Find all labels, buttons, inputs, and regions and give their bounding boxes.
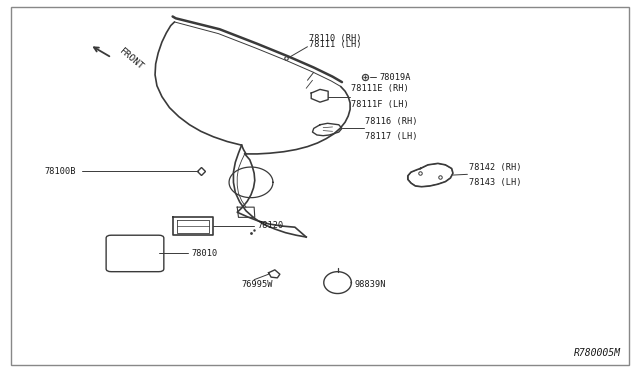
Text: 78143 (LH): 78143 (LH)	[469, 178, 522, 187]
Text: 78111 (LH): 78111 (LH)	[309, 40, 362, 49]
Text: 78111F (LH): 78111F (LH)	[351, 100, 409, 109]
Text: R780005M: R780005M	[574, 348, 621, 358]
Text: 78019A: 78019A	[379, 73, 410, 82]
Text: 76995W: 76995W	[242, 280, 273, 289]
Text: 78010: 78010	[191, 249, 218, 258]
FancyBboxPatch shape	[106, 235, 164, 272]
Text: 78117 (LH): 78117 (LH)	[365, 132, 418, 141]
Text: 78100B: 78100B	[44, 167, 76, 176]
Text: 78116 (RH): 78116 (RH)	[365, 117, 418, 126]
Text: 78142 (RH): 78142 (RH)	[469, 163, 522, 172]
Text: FRONT: FRONT	[118, 47, 146, 72]
Text: 78120: 78120	[257, 221, 284, 230]
Text: 78110 (RH): 78110 (RH)	[309, 34, 362, 43]
Text: 98839N: 98839N	[355, 280, 386, 289]
Text: 78111E (RH): 78111E (RH)	[351, 84, 409, 93]
